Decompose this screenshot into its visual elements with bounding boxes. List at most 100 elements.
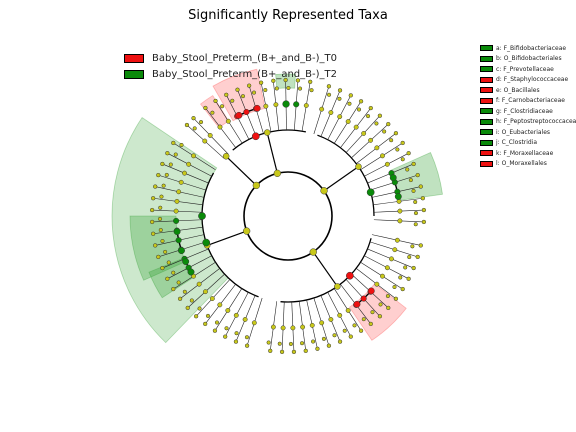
tree-node xyxy=(309,322,315,328)
tree-node xyxy=(251,90,257,95)
tree-node xyxy=(358,99,364,104)
tree-node xyxy=(397,208,403,214)
tree-node xyxy=(394,193,402,201)
tree-node xyxy=(252,181,260,190)
legend-entry-t2: Baby_Stool_Preterm_(B+_and_B-)_T2 xyxy=(124,66,337,82)
tree-node xyxy=(297,86,303,91)
tree-node xyxy=(197,306,202,311)
tree-node xyxy=(392,247,398,253)
taxa-legend: a: F_Bifidobacteriaceae b: O_Bifidobacter… xyxy=(480,43,576,169)
tree-node xyxy=(319,106,325,112)
cladogram-nodes xyxy=(149,77,427,355)
tree-node xyxy=(258,80,264,85)
tree-node xyxy=(203,321,208,327)
tree-node xyxy=(240,94,246,99)
tree-node xyxy=(149,207,155,213)
tree-node xyxy=(293,101,300,108)
tree-node xyxy=(337,114,343,120)
tree-node xyxy=(223,334,228,339)
legend-swatch-t0 xyxy=(124,53,144,63)
taxa-legend-entry: f: F_Carnobacteriaceae xyxy=(480,96,576,107)
tree-node xyxy=(420,196,425,201)
tree-node xyxy=(408,178,413,183)
tree-node xyxy=(328,317,334,322)
tree-node xyxy=(205,313,211,318)
tree-node xyxy=(413,211,419,216)
tree-node xyxy=(311,339,316,344)
tree-node xyxy=(224,92,229,97)
tree-node xyxy=(246,83,252,88)
tree-node xyxy=(386,305,391,311)
tree-node xyxy=(345,119,351,124)
taxa-legend-swatch xyxy=(480,97,493,104)
tree-node xyxy=(377,113,383,118)
tree-node xyxy=(153,243,158,248)
tree-node xyxy=(382,129,387,134)
taxa-legend-swatch xyxy=(480,118,493,125)
tree-node xyxy=(395,147,400,152)
tree-node xyxy=(222,153,230,160)
clade-highlights xyxy=(111,68,443,344)
branch-line xyxy=(323,166,359,192)
tree-node xyxy=(393,131,399,136)
branch-ring xyxy=(243,171,333,261)
tree-node xyxy=(282,100,290,108)
legend-entry-t0: Baby_Stool_Preterm_(B+_and_B-)_T0 xyxy=(124,50,337,66)
tree-node xyxy=(421,219,427,225)
tree-node xyxy=(263,129,271,136)
tree-node xyxy=(270,324,276,330)
tree-node xyxy=(235,87,240,92)
tree-node xyxy=(149,219,155,225)
tree-node xyxy=(394,237,400,243)
tree-node xyxy=(403,265,408,270)
tree-node xyxy=(196,281,202,287)
tree-node xyxy=(173,208,179,214)
class-legend: Baby_Stool_Preterm_(B+_and_B-)_T0 Baby_S… xyxy=(124,50,337,82)
tree-node xyxy=(192,126,197,131)
tree-node xyxy=(389,256,394,262)
tree-node xyxy=(157,216,163,221)
tree-node xyxy=(161,183,166,188)
tree-node xyxy=(203,105,208,111)
tree-node xyxy=(374,121,379,126)
tree-node xyxy=(153,184,158,189)
tree-node xyxy=(217,124,223,130)
taxa-legend-entry: l: O_Moraxellales xyxy=(480,159,576,170)
tree-node xyxy=(187,268,195,276)
tree-node xyxy=(156,172,161,178)
tree-node xyxy=(186,161,192,167)
tree-node xyxy=(300,324,306,330)
legend-label-t0: Baby_Stool_Preterm_(B+_and_B-)_T0 xyxy=(152,52,337,64)
tree-node xyxy=(176,189,182,195)
tree-node xyxy=(158,205,163,210)
tree-node xyxy=(173,217,180,224)
tree-node xyxy=(233,339,239,344)
taxa-legend-swatch xyxy=(480,160,493,167)
tree-node xyxy=(328,110,334,115)
tree-node xyxy=(175,237,182,244)
taxa-legend-entry: c: F_Prevotellaceae xyxy=(480,64,576,75)
tree-node xyxy=(368,137,374,143)
tree-node xyxy=(374,145,380,151)
tree-node xyxy=(164,172,169,178)
tree-node xyxy=(178,247,185,255)
taxa-legend-label: j: C_Clostridia xyxy=(496,139,538,147)
taxa-legend-label: h: F_Peptostreptococcaceae xyxy=(496,118,576,126)
tree-node xyxy=(299,341,305,346)
tree-node xyxy=(389,138,394,143)
tree-node xyxy=(360,295,367,302)
tree-node xyxy=(210,110,215,115)
tree-node xyxy=(411,188,416,193)
taxa-legend-entry: a: F_Bifidobacteriaceae xyxy=(480,43,576,54)
tree-node xyxy=(398,275,403,280)
clade-shade xyxy=(200,95,230,129)
taxa-legend-entry: d: F_Staphylococcaceae xyxy=(480,75,576,86)
tree-node xyxy=(158,227,163,233)
tree-node xyxy=(271,78,276,83)
tree-node xyxy=(253,104,261,112)
tree-node xyxy=(230,98,235,103)
tree-node xyxy=(368,105,373,111)
tree-node xyxy=(174,198,180,204)
tree-node xyxy=(225,308,231,313)
tree-node xyxy=(156,254,161,260)
